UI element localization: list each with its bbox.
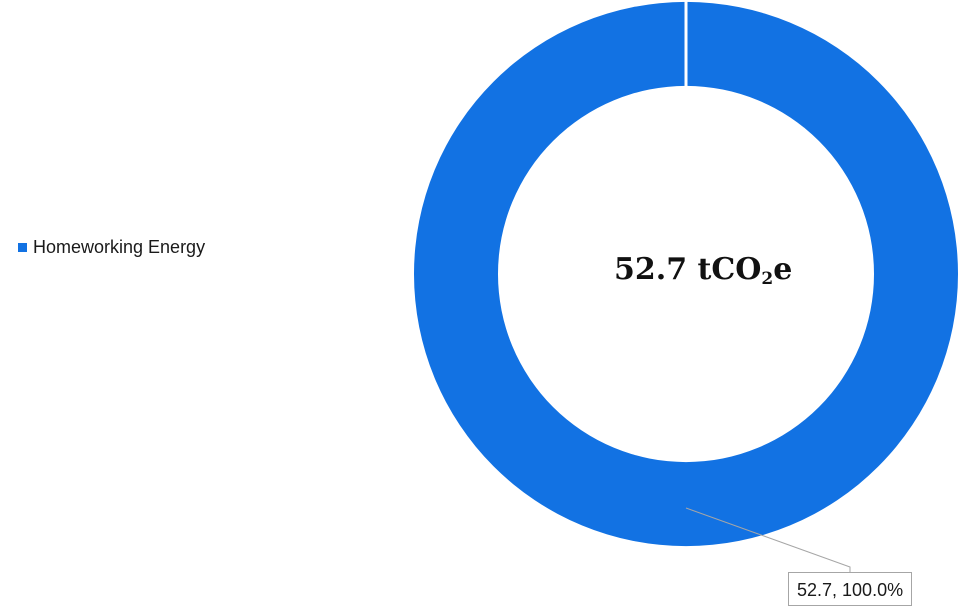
- donut-slices: [413, 1, 958, 547]
- center-total-unit-subscript: 2: [761, 269, 774, 289]
- center-total-value: 52.7: [614, 252, 688, 287]
- data-label-homeworking-energy: 52.7, 100.0%: [788, 572, 913, 606]
- center-total-unit-suffix: e: [773, 252, 793, 287]
- slice-homeworking-energy: [413, 1, 958, 547]
- legend-label-homeworking-energy: Homeworking Energy: [33, 237, 206, 257]
- legend-swatch-homeworking-energy: [18, 243, 27, 252]
- center-total-unit-prefix: tCO: [697, 252, 762, 287]
- legend: Homeworking Energy: [18, 237, 205, 258]
- data-label-leader-line: [685, 507, 851, 572]
- center-total-label: 52.7 tCO2e: [614, 252, 792, 289]
